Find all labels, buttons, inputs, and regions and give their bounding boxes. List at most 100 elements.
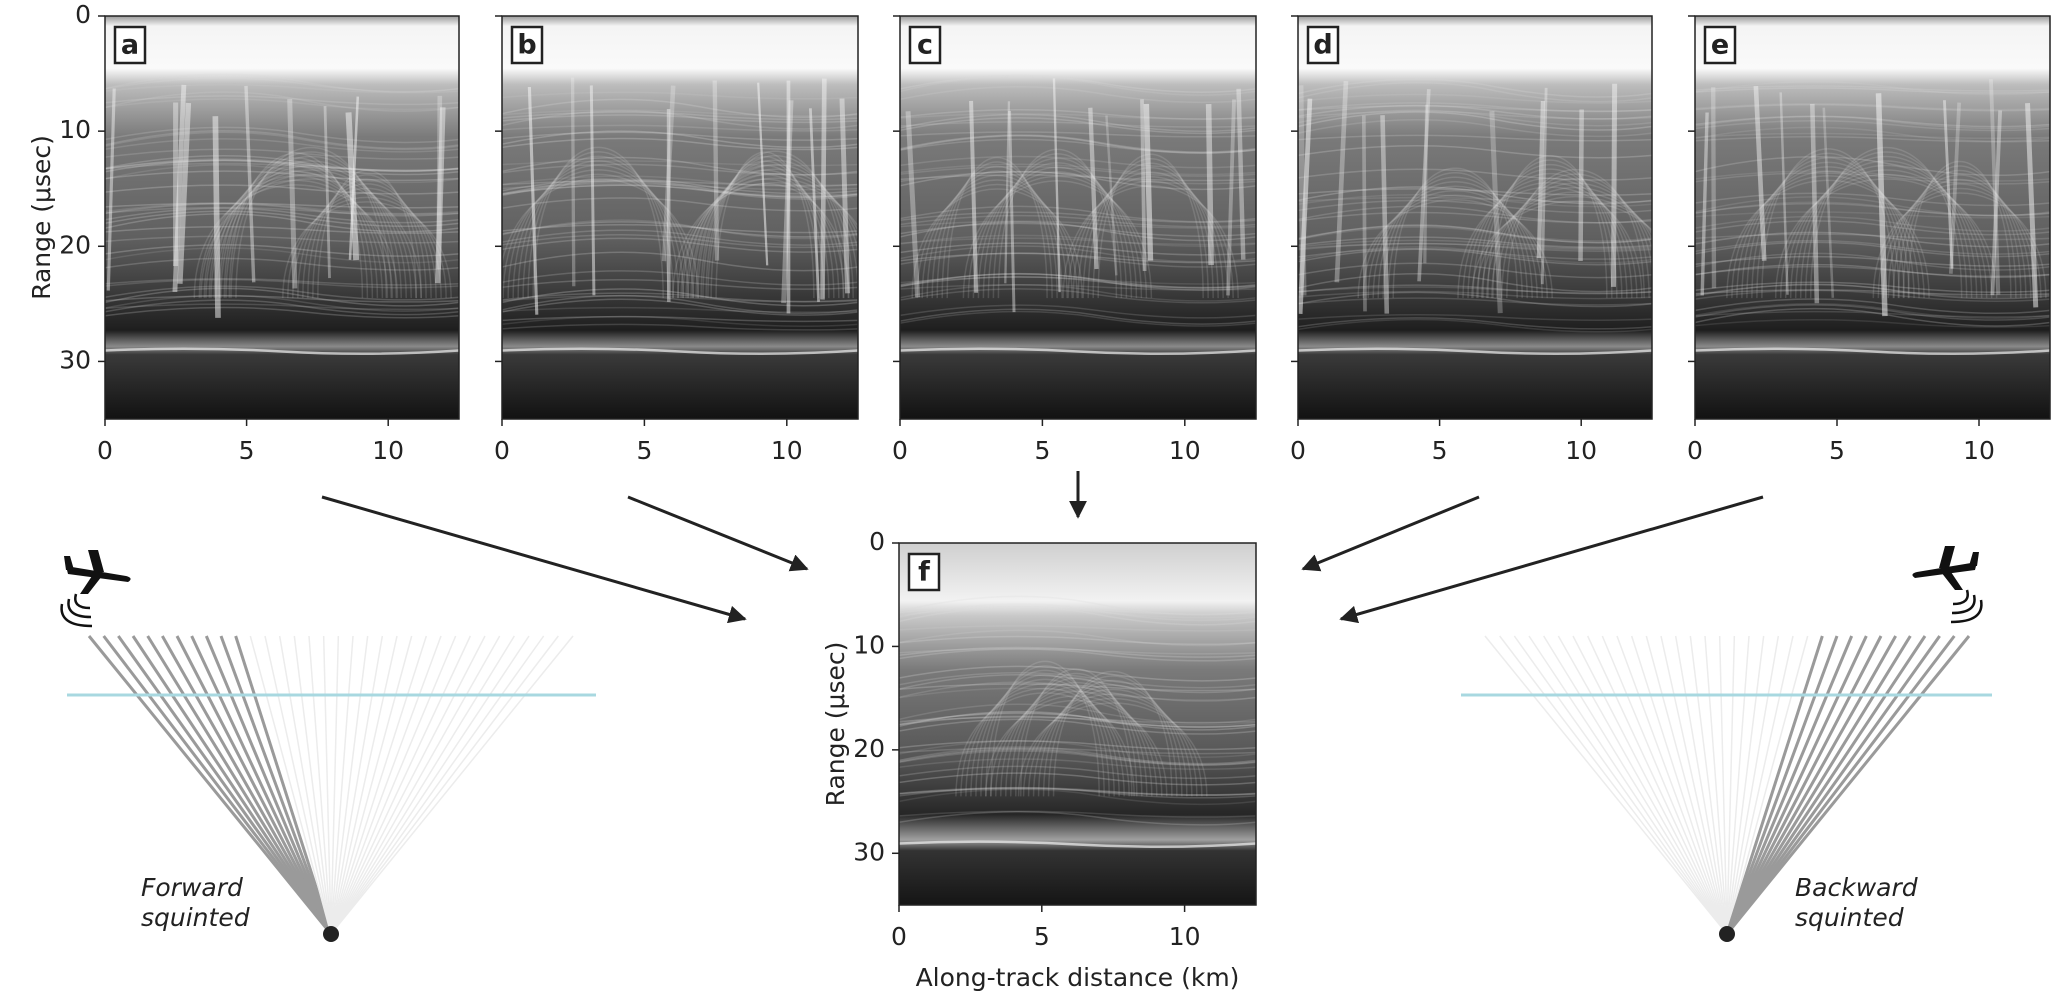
layer [900, 304, 1256, 319]
layer [1695, 255, 2050, 267]
arc [1892, 174, 2027, 299]
ray [330, 635, 413, 935]
arc [1387, 171, 1523, 299]
layer [502, 221, 858, 238]
layer [105, 95, 459, 106]
arc [213, 166, 379, 299]
arc [1357, 198, 1553, 299]
x-tick-label: 5 [239, 436, 255, 465]
panel-label-box [1703, 25, 1737, 65]
layer [899, 687, 1256, 701]
layer [502, 298, 858, 316]
streak [905, 111, 921, 298]
panel-label: b [517, 30, 536, 61]
layer [105, 206, 459, 216]
layer [105, 155, 459, 172]
layer [1298, 134, 1652, 142]
layer [899, 674, 1256, 694]
layer [899, 786, 1256, 796]
streak [345, 112, 360, 261]
arc [1746, 161, 1910, 299]
layer [502, 124, 858, 132]
arc [1042, 679, 1183, 797]
arc [1897, 169, 2022, 299]
ray [1557, 635, 1728, 935]
arc [1467, 177, 1633, 299]
layer [1298, 273, 1652, 293]
arc [1731, 175, 1925, 299]
streak [1205, 103, 1214, 266]
layer [502, 219, 858, 240]
ray [330, 635, 340, 935]
layer [1298, 104, 1652, 120]
squint-ray [117, 635, 333, 935]
arc [692, 164, 858, 299]
radar-wave [60, 603, 93, 628]
arc [1794, 160, 1978, 299]
bed-reflector [900, 347, 1256, 356]
arc [931, 170, 1063, 299]
arc [1372, 185, 1538, 299]
layer [105, 247, 459, 264]
ray [330, 635, 369, 935]
layer [105, 299, 459, 316]
arc [697, 159, 854, 299]
arc [687, 168, 858, 299]
layer [900, 310, 1256, 327]
streak [969, 100, 979, 293]
arc [1027, 693, 1198, 797]
arc [1092, 158, 1209, 299]
layer [105, 287, 459, 307]
layer [502, 175, 858, 188]
ray [1726, 635, 1750, 935]
layer [502, 181, 858, 200]
diagram-label: squinted [1795, 903, 1904, 932]
streak [1990, 110, 2003, 296]
layer [899, 810, 1256, 826]
streak [1610, 83, 1618, 287]
layer [1695, 202, 2050, 217]
radargram-image [1298, 16, 1652, 419]
arc [955, 692, 1135, 797]
layer [502, 131, 858, 141]
layer [502, 315, 858, 327]
layer [1695, 303, 2050, 320]
squint-ray [1725, 635, 1839, 935]
layer [105, 159, 459, 176]
radar-wave [67, 598, 92, 619]
layer [899, 740, 1256, 751]
layer [1298, 224, 1652, 244]
layer [105, 83, 459, 94]
squint-ray [1725, 635, 1883, 935]
y-axis-label: Range (μsec) [821, 642, 850, 807]
arc [1472, 173, 1628, 299]
streak [1536, 101, 1546, 259]
layer [1298, 144, 1652, 159]
layer [900, 134, 1256, 153]
y-tick-label: 20 [59, 230, 91, 259]
layer [900, 252, 1256, 268]
arc [1367, 189, 1543, 299]
squint-ray [102, 635, 333, 935]
arc [522, 155, 674, 299]
streak [839, 98, 851, 294]
layer [899, 718, 1256, 735]
ray [1718, 635, 1728, 935]
layer [105, 278, 459, 286]
layer [1695, 135, 2050, 143]
layer [502, 270, 858, 286]
bed-reflector [1298, 347, 1652, 356]
bed-reflector [899, 840, 1256, 848]
ray [1630, 635, 1728, 935]
arc [215, 164, 407, 299]
layer [1695, 201, 2050, 217]
streak [1949, 102, 1962, 274]
layer [1298, 196, 1652, 203]
y-tick-label: 10 [59, 115, 91, 144]
layer [502, 114, 858, 124]
arc [1496, 177, 1652, 299]
panel-label: f [918, 557, 930, 588]
layer [502, 180, 858, 187]
ray [1726, 635, 1736, 935]
layer [105, 303, 459, 311]
